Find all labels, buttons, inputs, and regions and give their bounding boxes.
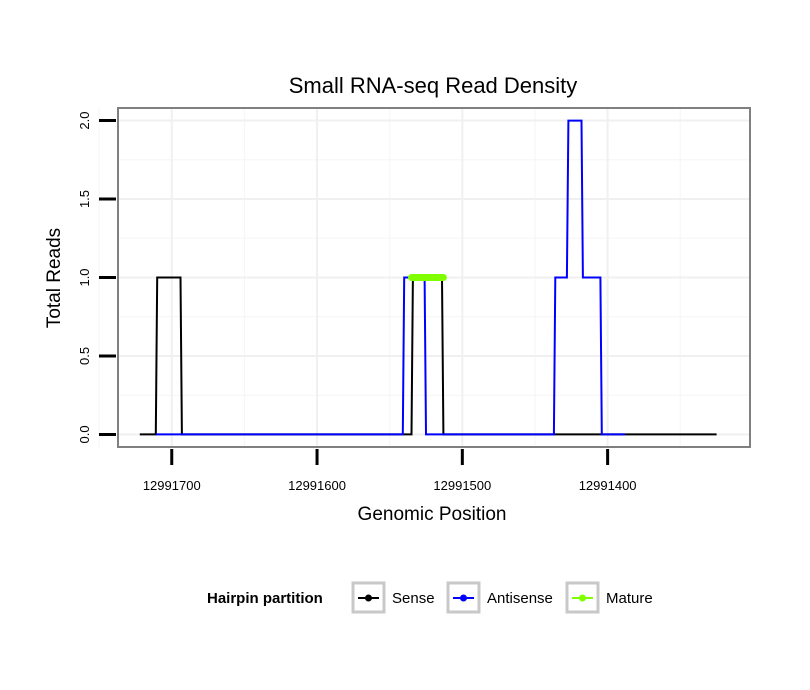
y-tick-label: 0.0 (77, 425, 92, 443)
legend-key-point (365, 594, 372, 602)
legend-item-antisense: Antisense (446, 581, 553, 614)
legend-entries: Sense Antisense Mature (351, 581, 653, 614)
chart-title: Small RNA-seq Read Density (289, 73, 578, 98)
series-line-antisense (155, 119, 626, 436)
plot-border (117, 107, 751, 448)
x-tick-label: 12991700 (143, 478, 201, 493)
x-axis: 12991700 12991600 12991500 12991400 (143, 449, 637, 493)
legend-title: Hairpin partition (207, 590, 323, 607)
legend: Hairpin partition Sense Antisense Mature (207, 581, 653, 614)
y-axis: 0.0 0.5 1.0 1.5 2.0 (77, 112, 116, 443)
x-tick-label: 12991400 (579, 478, 637, 493)
legend-label: Sense (392, 590, 435, 607)
y-axis-title: Total Reads (44, 228, 65, 328)
y-tick-label: 0.5 (77, 347, 92, 365)
legend-item-mature: Mature (565, 581, 653, 614)
y-tick-label: 2.0 (77, 112, 92, 130)
plot-panel (98, 107, 751, 448)
y-tick-label: 1.0 (77, 268, 92, 286)
legend-label: Mature (606, 590, 653, 607)
x-axis-title: Genomic Position (358, 504, 507, 525)
legend-item-sense: Sense (351, 581, 435, 614)
x-tick-label: 12991600 (288, 478, 346, 493)
legend-key-point (460, 594, 467, 602)
legend-key-point (579, 594, 586, 602)
x-tick-label: 12991500 (433, 478, 491, 493)
series-layer (139, 119, 717, 436)
y-tick-label: 1.5 (77, 190, 92, 208)
legend-label: Antisense (487, 590, 553, 607)
